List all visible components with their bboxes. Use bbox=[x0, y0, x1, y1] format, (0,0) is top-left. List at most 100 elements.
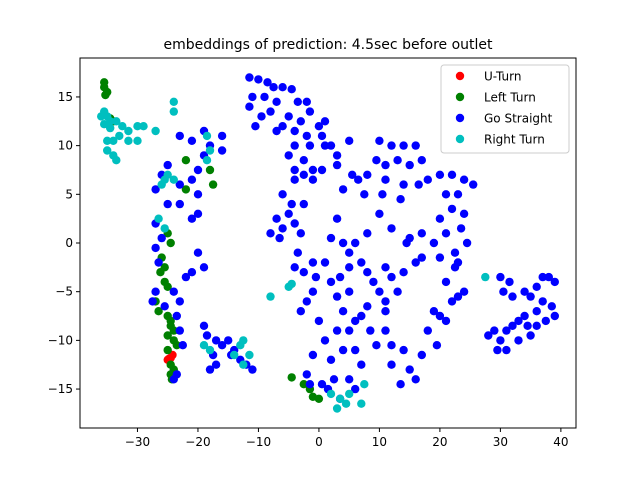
data-point bbox=[450, 263, 460, 272]
data-point bbox=[202, 331, 212, 340]
data-point bbox=[429, 307, 439, 316]
data-point bbox=[417, 350, 426, 360]
data-point bbox=[520, 287, 529, 296]
data-point bbox=[459, 175, 469, 184]
data-point bbox=[239, 360, 248, 369]
data-point bbox=[299, 268, 308, 277]
data-point bbox=[205, 165, 215, 175]
data-point bbox=[363, 268, 372, 277]
data-point bbox=[417, 156, 426, 165]
data-point bbox=[493, 345, 502, 355]
data-point bbox=[417, 229, 426, 238]
legend-marker bbox=[455, 113, 465, 123]
data-point bbox=[405, 160, 414, 170]
data-point bbox=[332, 404, 342, 413]
data-point bbox=[172, 311, 181, 321]
data-point bbox=[393, 156, 402, 165]
data-point bbox=[205, 365, 215, 374]
data-point bbox=[541, 316, 550, 326]
data-point bbox=[320, 117, 330, 126]
data-point bbox=[275, 233, 284, 243]
y-tick-label: 15 bbox=[58, 90, 73, 104]
data-point bbox=[278, 190, 287, 199]
data-point bbox=[124, 126, 133, 136]
data-point bbox=[354, 175, 363, 184]
data-point bbox=[160, 224, 169, 233]
data-point bbox=[526, 331, 535, 340]
data-point bbox=[163, 160, 172, 170]
data-point bbox=[441, 190, 451, 199]
data-point bbox=[293, 97, 302, 107]
data-point bbox=[103, 146, 112, 155]
data-point bbox=[248, 365, 257, 374]
data-point bbox=[101, 90, 110, 100]
x-tick-label: −30 bbox=[125, 435, 150, 449]
data-point bbox=[187, 268, 197, 277]
data-point bbox=[332, 326, 342, 335]
data-point bbox=[169, 107, 178, 116]
data-point bbox=[351, 238, 360, 248]
data-point bbox=[338, 345, 348, 355]
data-point bbox=[320, 336, 330, 345]
legend-marker bbox=[455, 71, 465, 81]
data-point bbox=[211, 336, 221, 345]
data-point bbox=[314, 122, 324, 131]
data-point bbox=[348, 170, 357, 179]
data-point bbox=[208, 180, 218, 189]
data-point bbox=[169, 287, 178, 296]
data-point bbox=[375, 209, 384, 218]
data-point bbox=[345, 248, 354, 257]
data-point bbox=[169, 326, 178, 335]
data-point bbox=[317, 165, 327, 175]
data-point bbox=[157, 233, 166, 243]
data-point bbox=[399, 141, 408, 150]
data-point bbox=[287, 199, 296, 209]
data-point bbox=[520, 311, 529, 321]
data-point bbox=[175, 131, 184, 141]
data-point bbox=[305, 141, 315, 150]
data-point bbox=[387, 141, 396, 150]
data-point bbox=[308, 175, 318, 184]
data-point bbox=[357, 311, 366, 321]
data-point bbox=[175, 326, 184, 335]
data-point bbox=[417, 253, 426, 262]
legend-box bbox=[440, 64, 570, 154]
data-point bbox=[332, 214, 342, 223]
data-point bbox=[290, 263, 299, 272]
data-point bbox=[290, 165, 299, 175]
data-point bbox=[532, 282, 541, 291]
data-point bbox=[351, 384, 360, 394]
legend-marker bbox=[455, 134, 465, 144]
data-point bbox=[381, 297, 390, 306]
data-point bbox=[154, 214, 163, 223]
data-point bbox=[381, 307, 390, 316]
data-point bbox=[178, 341, 187, 350]
data-point bbox=[547, 302, 556, 311]
data-point bbox=[469, 180, 478, 189]
data-point bbox=[326, 355, 336, 364]
data-point bbox=[199, 263, 209, 272]
data-point bbox=[447, 170, 457, 179]
chart-title: embeddings of prediction: 4.5sec before … bbox=[163, 37, 493, 53]
data-point bbox=[112, 156, 121, 165]
data-point bbox=[151, 287, 160, 296]
data-point bbox=[278, 122, 287, 131]
data-point bbox=[251, 122, 260, 131]
data-point bbox=[345, 326, 354, 335]
data-point bbox=[441, 229, 451, 238]
data-point bbox=[345, 375, 354, 384]
data-point bbox=[290, 175, 299, 184]
data-point bbox=[217, 341, 227, 350]
data-point bbox=[360, 380, 369, 389]
data-point bbox=[338, 307, 348, 316]
data-point bbox=[341, 399, 351, 408]
data-point bbox=[381, 160, 390, 170]
data-point bbox=[532, 307, 541, 316]
x-axis: −30 −20 −10 0 10 20 30 40 bbox=[125, 428, 569, 449]
data-point bbox=[269, 83, 278, 92]
data-point bbox=[514, 336, 523, 345]
data-point bbox=[181, 156, 191, 165]
data-point bbox=[505, 277, 514, 287]
data-point bbox=[396, 195, 405, 204]
data-point bbox=[175, 180, 184, 189]
